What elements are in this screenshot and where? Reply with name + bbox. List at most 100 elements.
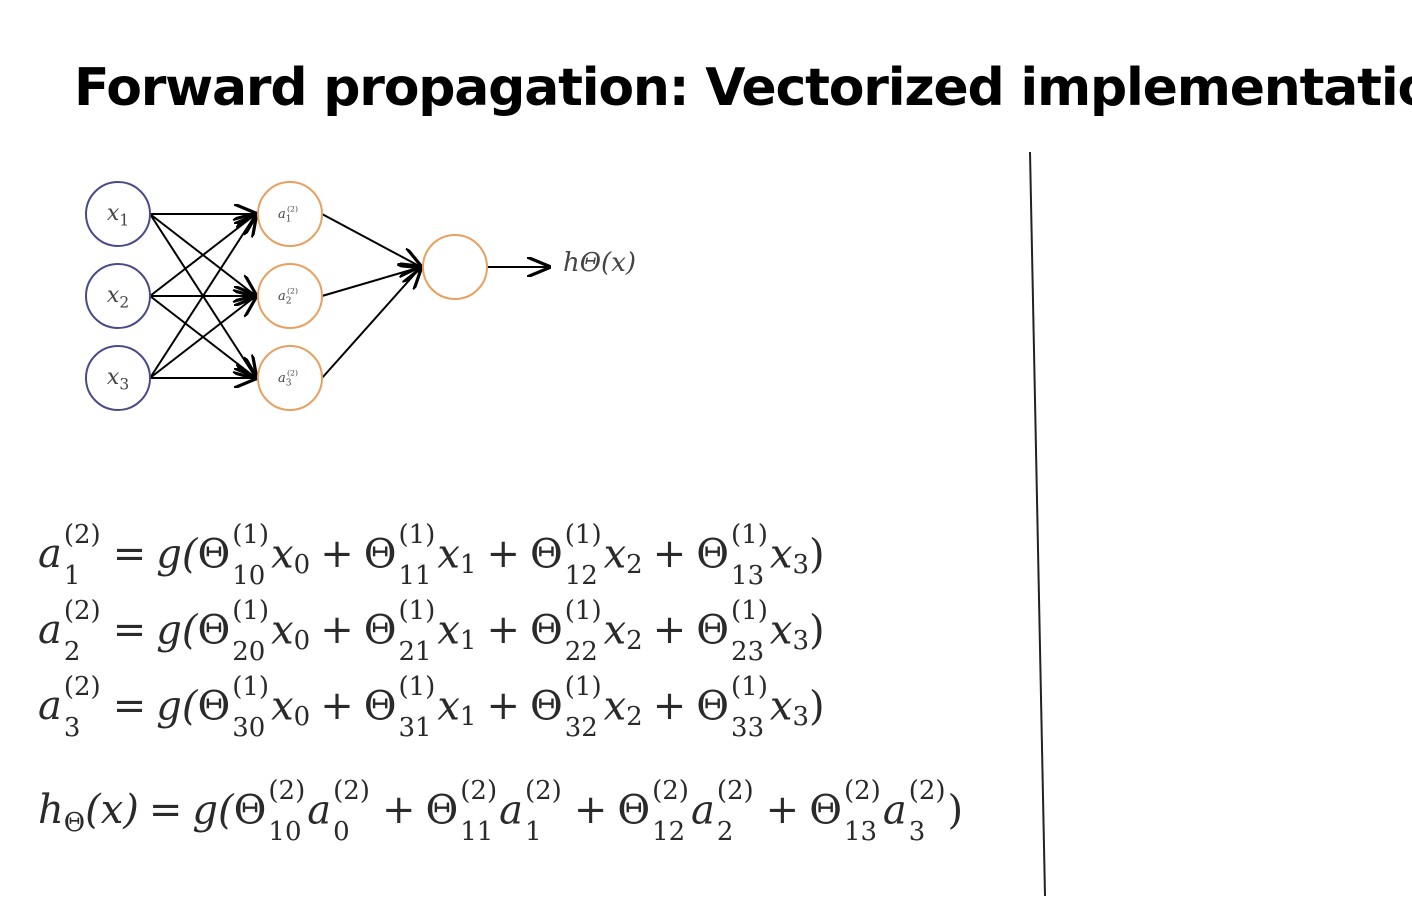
term-variable: x: [769, 683, 793, 730]
plus-sign: +: [320, 531, 354, 578]
variable-subscript: 3: [792, 626, 809, 657]
input-node-1: x1: [85, 181, 151, 247]
equation-4: hΘ(x) = g(Θ (2) 10 a (2) 0 + Θ (2) 11 a (2) 1 + Θ (2) 12 a(…: [38, 776, 964, 848]
plus-sign: +: [652, 531, 687, 578]
script: (2) 2: [63, 596, 101, 668]
term-variable: x: [769, 531, 793, 578]
theta-symbol: Θ: [197, 607, 231, 654]
theta-symbol: Θ: [363, 683, 397, 730]
plus-sign: +: [486, 531, 520, 578]
equation-2: a (2) 2 = g(Θ (1) 20 x0 + Θ (1) 21 x1 + Θ (1) 22 x2 + Θ (1) 2…: [38, 596, 825, 668]
script: (2) 3: [63, 672, 101, 744]
term-variable: x: [603, 531, 627, 578]
script: (1) 10: [232, 520, 270, 592]
close-paren: ): [808, 607, 825, 654]
term-variable: x: [437, 683, 460, 730]
script: (2) 12: [652, 776, 689, 848]
script: (1) 30: [232, 672, 270, 744]
theta-symbol: Θ: [425, 787, 459, 834]
edge-hidden-3-output: [321, 267, 421, 379]
equation-lhs: a (2) 2: [38, 596, 101, 668]
theta-symbol: Θ: [363, 607, 397, 654]
script: (1) 31: [398, 672, 436, 744]
script: (1) 11: [398, 520, 436, 592]
edge-input-3-hidden-2: [149, 296, 256, 379]
term-variable: a: [690, 787, 715, 834]
plus-sign: +: [486, 683, 520, 730]
term-variable: x: [603, 607, 627, 654]
variable-subscript: 2: [626, 550, 643, 581]
close-paren: ): [947, 787, 964, 834]
function-g: g(: [156, 683, 198, 730]
theta-symbol: Θ: [696, 531, 730, 578]
hidden-node-3: a3(2): [257, 345, 323, 411]
term-variable: a: [499, 787, 523, 834]
term-variable: a: [882, 787, 907, 834]
theta-symbol: Θ: [696, 683, 730, 730]
script: (2) 3: [908, 776, 946, 848]
variable-subscript: 1: [459, 702, 477, 733]
script: (1) 22: [564, 596, 602, 668]
script: (1) 33: [731, 672, 768, 744]
term-variable: x: [437, 531, 460, 578]
theta-symbol: Θ: [809, 787, 842, 834]
function-g: g(: [156, 607, 198, 654]
variable-subscript: 1: [459, 550, 477, 581]
function-g: g(: [192, 787, 234, 834]
plus-sign: +: [486, 607, 520, 654]
plus-sign: +: [573, 787, 608, 834]
close-paren: ): [808, 683, 825, 730]
theta-symbol: Θ: [617, 787, 651, 834]
variable-subscript: 2: [626, 626, 643, 657]
edge-hidden-1-output: [321, 213, 421, 267]
plus-sign: +: [320, 683, 354, 730]
equation-lhs: hΘ(x): [38, 787, 139, 839]
theta-symbol: Θ: [197, 531, 231, 578]
plus-sign: +: [652, 683, 687, 730]
neural-network-diagram: x1 x2 x3 a1(2) a2(2) a3(2) hΘ(x): [85, 181, 636, 411]
variable-subscript: 3: [792, 702, 809, 733]
script: (1) 20: [232, 596, 270, 668]
equation-lhs: a (2) 3: [38, 672, 101, 744]
variable-subscript: 0: [293, 550, 311, 581]
term-variable: x: [437, 607, 460, 654]
script: (1) 21: [398, 596, 436, 668]
theta-symbol: Θ: [696, 607, 730, 654]
script: (2) 11: [460, 776, 498, 848]
input-node-2: x2: [85, 263, 151, 329]
output-node: [422, 234, 488, 300]
script: (2) 1: [63, 520, 101, 592]
script: (2) 2: [716, 776, 754, 848]
hidden-node-1: a1(2): [257, 181, 323, 247]
script: (1) 12: [564, 520, 602, 592]
theta-symbol: Θ: [529, 683, 563, 730]
edge-input-3-hidden-1: [149, 214, 256, 379]
network-edges: [149, 213, 549, 379]
variable-subscript: 2: [626, 702, 643, 733]
equation-3: a (2) 3 = g(Θ (1) 30 x0 + Θ (1) 31 x1 + Θ (1) 32 x2 + Θ (1) 3…: [38, 672, 825, 744]
script: (2) 0: [333, 776, 370, 848]
plus-sign: +: [381, 787, 416, 834]
term-variable: x: [271, 531, 294, 578]
term-variable: x: [271, 683, 294, 730]
script: (2) 1: [524, 776, 562, 848]
equals-sign: =: [112, 683, 147, 730]
variable-subscript: 0: [293, 626, 311, 657]
equation-lhs: a (2) 1: [38, 520, 101, 592]
equals-sign: =: [112, 607, 147, 654]
edge-hidden-2-output: [321, 267, 421, 297]
theta-symbol: Θ: [529, 531, 563, 578]
function-g: g(: [156, 531, 198, 578]
close-paren: ): [808, 531, 825, 578]
script: (2) 10: [268, 776, 306, 848]
term-variable: x: [271, 607, 294, 654]
variable-subscript: 1: [459, 626, 477, 657]
plus-sign: +: [652, 607, 687, 654]
term-variable: a: [307, 787, 332, 834]
output-label: hΘ(x): [563, 248, 636, 278]
script: (1) 23: [731, 596, 768, 668]
hidden-node-2: a2(2): [257, 263, 323, 329]
theta-symbol: Θ: [529, 607, 563, 654]
theta-symbol: Θ: [363, 531, 397, 578]
